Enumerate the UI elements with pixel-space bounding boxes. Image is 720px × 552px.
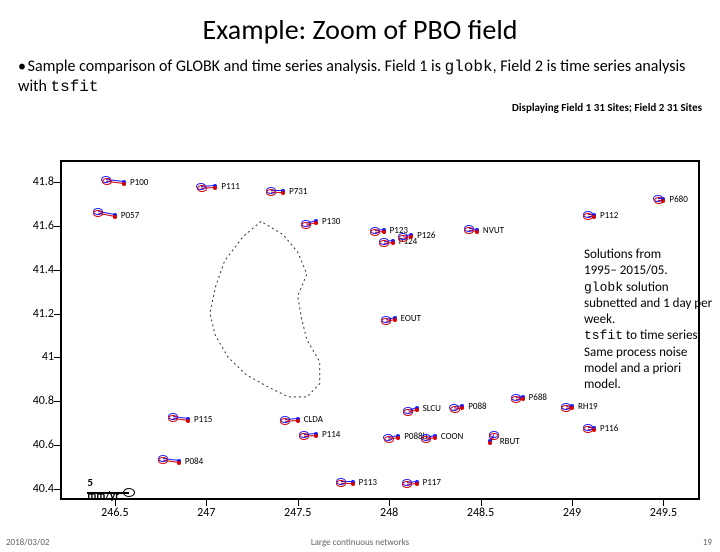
site-label: RBUT: [500, 436, 520, 447]
footer-title: Large continuous networks: [311, 537, 409, 548]
site-dot-f2: [521, 397, 525, 401]
x-tick-label: 246.5: [101, 506, 128, 520]
site-label: SLCU: [423, 403, 441, 414]
y-tick-label: 40.8: [18, 394, 54, 408]
x-tick-label: 248.5: [467, 506, 494, 520]
ann-l2: 1995– 2015/05.: [584, 263, 668, 278]
site-dot-f2: [592, 215, 596, 219]
site-label: P688: [529, 392, 547, 403]
site-dot-f2: [488, 441, 492, 445]
site-label: P126: [417, 230, 435, 241]
site-dot-f2: [661, 199, 665, 203]
site-label: NVUT: [483, 225, 504, 236]
site-dot-f2: [433, 436, 437, 440]
site-label: P115: [194, 414, 212, 425]
x-tick-mark: [298, 500, 299, 506]
site-dot-f2: [113, 215, 117, 219]
site-dot-f2: [177, 461, 181, 465]
site-dot-f2: [382, 230, 386, 234]
site-label: COON: [441, 431, 463, 442]
y-tick-label: 41: [18, 350, 54, 364]
subtitle-code1: globk: [445, 58, 493, 76]
y-tick-label: 41.4: [18, 263, 54, 277]
page-subtitle: • Sample comparison of GLOBK and time se…: [18, 57, 702, 97]
site-dot-f2: [393, 318, 397, 322]
y-tick-label: 40.6: [18, 438, 54, 452]
y-tick-label: 41.2: [18, 307, 54, 321]
site-dot-f2: [213, 186, 217, 190]
site-label: P084: [185, 456, 203, 467]
scale-bar-label: 5 mm/yr: [87, 476, 119, 502]
footer-date: 2018/03/02: [6, 537, 49, 548]
site-dot-f2: [409, 235, 413, 239]
x-tick-label: 247: [197, 506, 215, 520]
site-label: P130: [322, 216, 340, 227]
plot-header: Displaying Field 1 31 Sites; Field 2 31 …: [0, 101, 702, 114]
page-title: Example: Zoom of PBO field: [0, 12, 720, 47]
x-tick-mark: [663, 500, 664, 506]
site-label: P117: [423, 477, 441, 488]
site-dot-f2: [314, 434, 318, 438]
site-dot-f2: [122, 182, 126, 186]
site-dot-f2: [314, 221, 318, 225]
site-label: CLDA: [304, 414, 323, 425]
site-label: P114: [322, 429, 340, 440]
site-label: P680: [669, 194, 687, 205]
err-ellipse-f2: [102, 178, 112, 185]
site-dot-f2: [351, 482, 355, 486]
site-dot-f2: [460, 406, 464, 410]
x-tick-mark: [389, 500, 390, 506]
site-label: EOUT: [401, 313, 421, 324]
footer-page: 19: [703, 537, 712, 548]
bullet-icon: •: [18, 57, 24, 77]
x-tick-label: 247.5: [284, 506, 311, 520]
site-label: P116: [600, 423, 618, 434]
y-tick-label: 40.4: [18, 482, 54, 496]
x-tick-label: 249: [563, 506, 581, 520]
site-dot-f2: [391, 241, 395, 245]
y-tick-label: 41.8: [18, 175, 54, 189]
ann-l4a: tsfit: [584, 328, 623, 343]
site-label: P113: [359, 477, 377, 488]
site-dot-f2: [570, 406, 574, 410]
site-dot-f2: [592, 428, 596, 432]
x-tick-mark: [572, 500, 573, 506]
site-dot-f2: [296, 419, 300, 423]
site-dot-f2: [281, 191, 285, 195]
site-dot-f2: [415, 482, 419, 486]
err-ellipse-f2: [93, 210, 103, 217]
x-tick-label: 249.5: [650, 506, 677, 520]
site-label: RH19: [578, 401, 598, 412]
site-label: P731: [289, 186, 307, 197]
y-tick-label: 41.6: [18, 219, 54, 233]
site-label: P088: [468, 401, 486, 412]
site-dot-f2: [475, 230, 479, 234]
site-label: P111: [221, 181, 239, 192]
ann-l5: Same process noise model and a priori mo…: [584, 345, 687, 393]
ann-l1: Solutions from: [584, 247, 661, 262]
ann-l3a: globk: [584, 280, 623, 295]
subtitle-code2: tsfit: [51, 78, 99, 96]
site-dot-f2: [186, 419, 190, 423]
subtitle-pre: Sample comparison of GLOBK and time seri…: [28, 57, 445, 76]
x-tick-mark: [481, 500, 482, 506]
site-dot-f2: [415, 408, 419, 412]
x-tick-label: 248: [380, 506, 398, 520]
site-label: P100: [130, 177, 148, 188]
ann-l4b: to time series.: [623, 328, 701, 343]
site-dot-f2: [396, 436, 400, 440]
site-label: P057: [121, 210, 139, 221]
annotation-box: Solutions from 1995– 2015/05. globk solu…: [584, 247, 714, 393]
site-label: P112: [600, 210, 618, 221]
x-tick-mark: [206, 500, 207, 506]
